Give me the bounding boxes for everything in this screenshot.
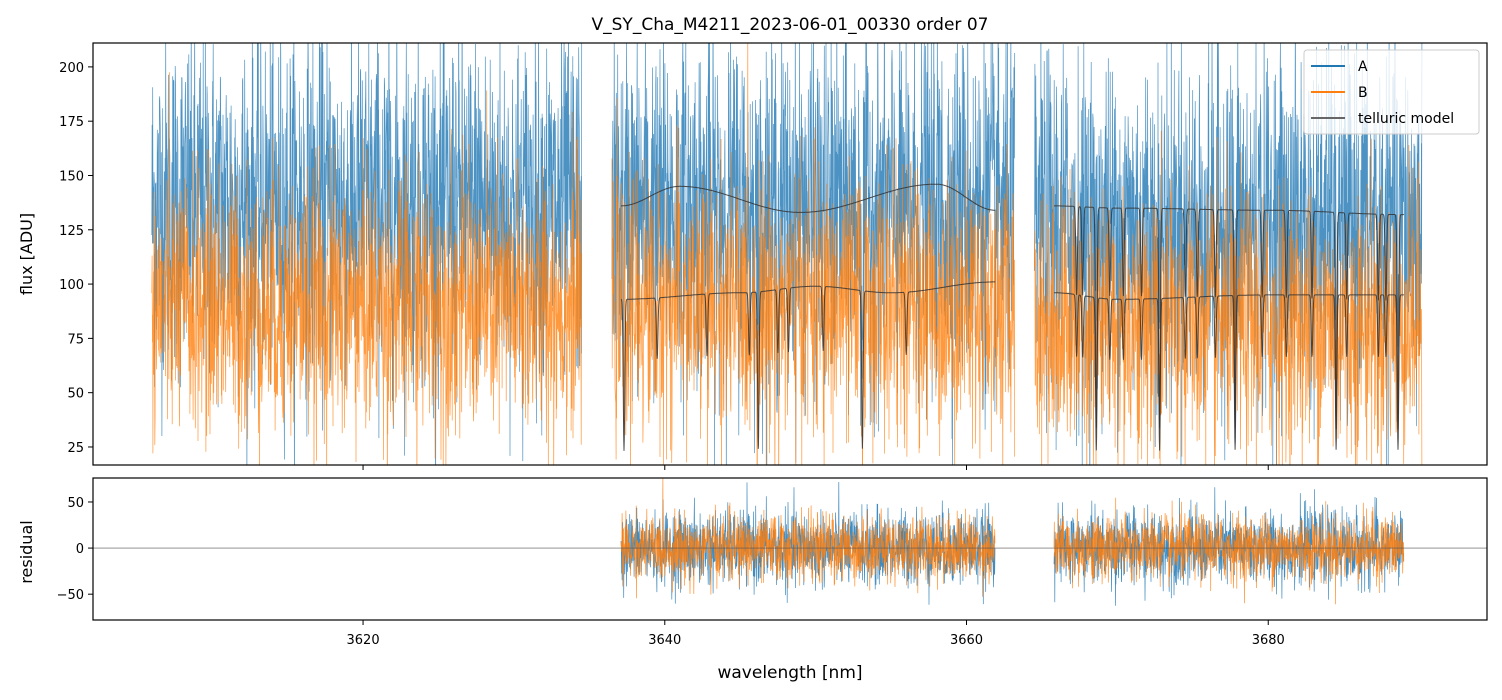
telluric-model-b-segment-0 [620,281,996,451]
telluric-model-b-segment-1 [1054,292,1404,451]
legend-box [1303,49,1480,135]
residual-ylabel: residual [17,520,36,583]
series-a-segment-2 [1034,43,1423,465]
series-b-segment-0 [151,72,583,465]
legend-label-a: A [1358,59,1368,75]
flux-ytick-label: 75 [67,332,84,347]
legend-label-b: B [1358,85,1368,101]
flux-plot-area [151,43,1423,465]
flux-ytick-label: 125 [59,224,84,239]
flux-ytick-label: 50 [67,387,84,402]
series-b-segment-2 [1034,130,1423,465]
xtick-label: 3640 [648,633,681,648]
xtick-label: 3680 [1252,633,1285,648]
flux-ytick-label: 175 [59,115,84,130]
residual-b-segment-1 [1053,497,1405,605]
xtick-label: 3620 [347,633,380,648]
flux-ytick-label: 200 [59,61,84,76]
telluric-model-a-segment-1 [1054,205,1404,430]
flux-ylabel: flux [ADU] [17,213,36,295]
residual-ytick-label: 50 [67,496,84,511]
residual-b-segment-0 [620,478,996,599]
axis-ticks: 3620 3640 3660 3680 25 50 75 100 125 150 175 200 50 0… [57,61,1285,648]
flux-axes-frame [92,42,1488,466]
legend-label-telluric: telluric model [1358,111,1454,127]
telluric-model-a-segment-0 [621,183,996,213]
flux-ytick-label: 100 [59,278,84,293]
series-a-segment-1 [611,43,1016,465]
xtick-label: 3660 [950,633,983,648]
residual-plot-area [93,478,1487,606]
residual-axes-frame [92,477,1488,621]
xlabel: wavelength [nm] [717,663,862,683]
flux-ytick-label: 25 [67,441,84,456]
legend: A B telluric model [1303,49,1480,135]
series-b-segment-1 [611,43,1016,465]
residual-ytick-label: 0 [76,542,84,557]
chart-title: V_SY_Cha_M4211_2023-06-01_00330 order 07 [592,15,989,35]
flux-ytick-label: 150 [59,169,84,184]
residual-ytick-label: −50 [57,588,84,603]
